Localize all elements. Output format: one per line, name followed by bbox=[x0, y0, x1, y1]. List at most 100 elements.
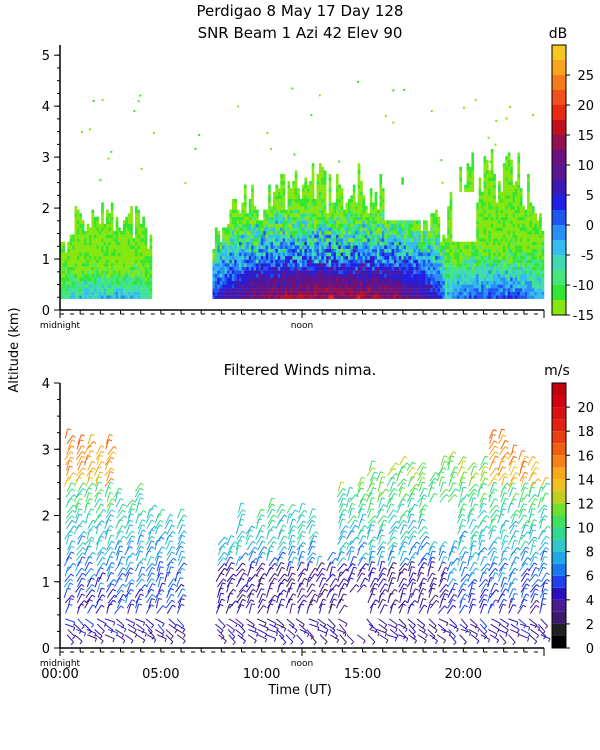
snr-cell bbox=[275, 238, 279, 242]
snr-cell bbox=[406, 288, 409, 292]
snr-cell bbox=[309, 181, 312, 185]
snr-cell bbox=[340, 255, 344, 260]
snr-cell bbox=[135, 255, 138, 260]
snr-cell bbox=[91, 273, 95, 278]
snr-cell bbox=[333, 227, 337, 232]
snr-cell bbox=[488, 202, 492, 207]
snr-cell bbox=[306, 248, 310, 253]
snr-cell bbox=[357, 206, 361, 210]
snr-cell bbox=[338, 213, 341, 217]
snr-cell bbox=[101, 216, 104, 221]
snr-cell bbox=[328, 202, 332, 207]
snr-cell bbox=[498, 288, 501, 292]
snr-cell bbox=[142, 277, 145, 282]
snr-cell bbox=[229, 277, 233, 282]
snr-cell bbox=[328, 270, 332, 274]
snr-cell bbox=[524, 241, 528, 246]
snr-cell bbox=[502, 284, 506, 289]
snr-cell bbox=[306, 195, 310, 200]
snr-cell bbox=[79, 295, 83, 299]
snr-cell bbox=[93, 238, 97, 242]
snr-cell bbox=[287, 181, 291, 185]
snr-cell bbox=[493, 177, 496, 182]
snr-cell bbox=[81, 223, 85, 228]
snr-cell bbox=[96, 280, 99, 285]
snr-cell bbox=[84, 288, 87, 292]
snr-cell bbox=[495, 255, 499, 260]
snr-cell bbox=[326, 241, 329, 246]
snr-cell bbox=[406, 231, 409, 235]
snr-cell bbox=[393, 288, 397, 292]
snr-cell bbox=[466, 241, 470, 246]
snr-cell bbox=[270, 238, 274, 242]
snr-cell bbox=[493, 245, 496, 249]
snr-cell bbox=[517, 227, 521, 232]
snr-cell bbox=[459, 270, 462, 274]
snr-cell bbox=[229, 227, 233, 232]
snr-cell bbox=[459, 173, 462, 178]
snr-cell bbox=[335, 209, 339, 214]
snr-cell bbox=[534, 273, 538, 278]
snr-cell bbox=[103, 234, 107, 239]
snr-cell bbox=[437, 263, 441, 267]
snr-cell bbox=[91, 284, 95, 289]
snr-cell bbox=[229, 288, 233, 292]
snr-cell bbox=[280, 280, 283, 285]
snr-cell bbox=[306, 206, 310, 210]
snr-cell bbox=[292, 295, 296, 299]
snr-cell bbox=[437, 291, 441, 296]
snr-cell bbox=[483, 227, 487, 232]
snr-cell bbox=[149, 277, 153, 282]
snr-cell bbox=[459, 255, 462, 260]
snr-cell bbox=[338, 288, 341, 292]
snr-cell bbox=[74, 259, 78, 264]
snr-cell bbox=[299, 209, 303, 214]
snr-cell bbox=[122, 263, 126, 267]
snr-cell bbox=[495, 216, 499, 221]
snr-cell bbox=[483, 273, 487, 278]
snr-cell bbox=[389, 277, 392, 282]
snr-cell bbox=[311, 206, 315, 210]
snr-cell bbox=[347, 220, 351, 225]
snr-cell bbox=[139, 263, 143, 267]
snr-cell bbox=[280, 181, 283, 185]
snr-cell bbox=[289, 288, 293, 292]
snr-cell bbox=[500, 295, 504, 299]
snr-cell bbox=[277, 231, 281, 235]
snr-cell bbox=[81, 259, 85, 264]
snr-cell bbox=[505, 231, 508, 235]
snr-cell bbox=[519, 291, 523, 296]
snr-cell bbox=[396, 252, 400, 257]
snr-cell bbox=[340, 195, 344, 200]
snr-cell bbox=[258, 277, 262, 282]
snr-cell bbox=[103, 266, 107, 271]
wind-barb bbox=[66, 634, 75, 646]
snr-cell bbox=[410, 238, 414, 242]
snr-cell bbox=[297, 216, 300, 221]
snr-cell bbox=[398, 284, 402, 289]
snr-cell bbox=[362, 255, 366, 260]
snr-cell bbox=[311, 223, 315, 228]
snr-cell bbox=[285, 255, 288, 260]
snr-cell bbox=[239, 241, 242, 246]
snr-cell bbox=[362, 284, 366, 289]
snr-cell bbox=[282, 206, 286, 210]
snr-cell bbox=[226, 245, 230, 249]
snr-cell bbox=[379, 188, 383, 192]
snr-cell bbox=[321, 181, 325, 185]
snr-cell bbox=[246, 291, 250, 296]
snr-cell bbox=[229, 248, 233, 253]
snr-cell bbox=[214, 241, 218, 246]
snr-cell bbox=[84, 252, 87, 257]
snr-cell bbox=[62, 273, 66, 278]
snr-cell bbox=[318, 177, 322, 182]
snr-cell bbox=[483, 238, 487, 242]
snr-cell bbox=[127, 241, 131, 246]
snr-cell bbox=[214, 270, 218, 274]
snr-cell bbox=[425, 270, 429, 274]
snr-cell bbox=[229, 252, 233, 257]
snr-cell bbox=[147, 284, 150, 289]
snr-cell bbox=[476, 206, 479, 210]
snr-cell bbox=[101, 231, 104, 235]
snr-cell bbox=[389, 266, 392, 271]
